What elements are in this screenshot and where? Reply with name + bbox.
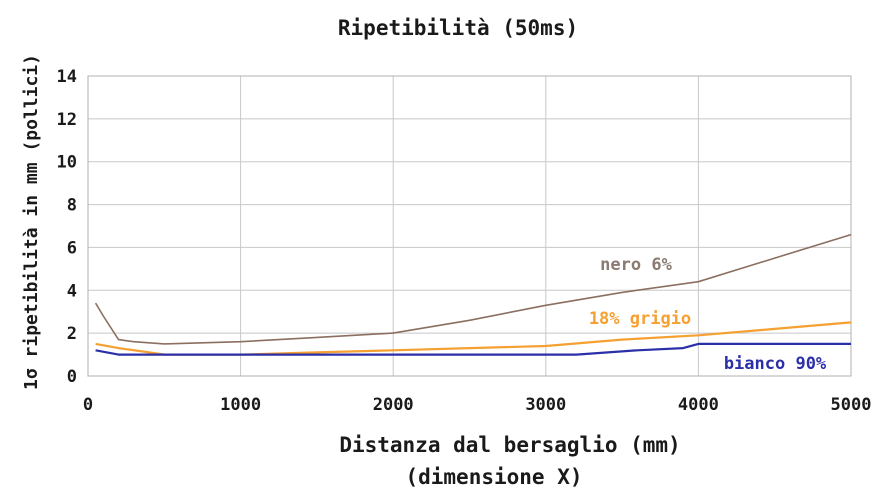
series-line-3 (95, 342, 851, 356)
chart-title: Ripetibilità (50ms) (338, 16, 578, 40)
y-tick-label: 8 (67, 196, 77, 216)
x-tick-label: 1000 (220, 395, 261, 415)
y-tick-labels: 0 2 4 6 8 10 12 14 (57, 67, 77, 387)
x-tick-label: 0 (83, 395, 93, 415)
series-label-2: 18% grigio (589, 309, 691, 329)
y-tick-label: 10 (57, 153, 77, 173)
y-tick-label: 4 (67, 281, 77, 301)
y-axis-label: 1σ ripetibilità in mm (pollici) (21, 54, 42, 390)
x-axis-sublabel: (dimensione X) (405, 465, 582, 489)
plot-area (87, 75, 852, 377)
series-label-1: nero 6% (600, 255, 672, 275)
x-axis-label: Distanza dal bersaglio (mm) (339, 433, 680, 457)
y-tick-label: 6 (67, 238, 77, 258)
series-lines (94, 233, 852, 356)
y-tick-label: 14 (57, 67, 77, 87)
x-tick-label: 2000 (373, 395, 414, 415)
series-labels: nero 6% 18% grigio bianco 90% (589, 255, 827, 374)
series-line-2 (95, 321, 852, 356)
x-tick-label: 5000 (831, 395, 872, 415)
series-label-3: bianco 90% (724, 354, 827, 374)
y-tick-label: 0 (67, 367, 77, 387)
y-tick-label: 2 (67, 324, 77, 344)
x-tick-label: 4000 (678, 395, 719, 415)
series-line-1 (94, 233, 852, 345)
x-tick-labels: 0 1000 2000 3000 4000 5000 (83, 395, 872, 415)
y-tick-label: 12 (57, 110, 77, 130)
x-tick-label: 3000 (525, 395, 566, 415)
